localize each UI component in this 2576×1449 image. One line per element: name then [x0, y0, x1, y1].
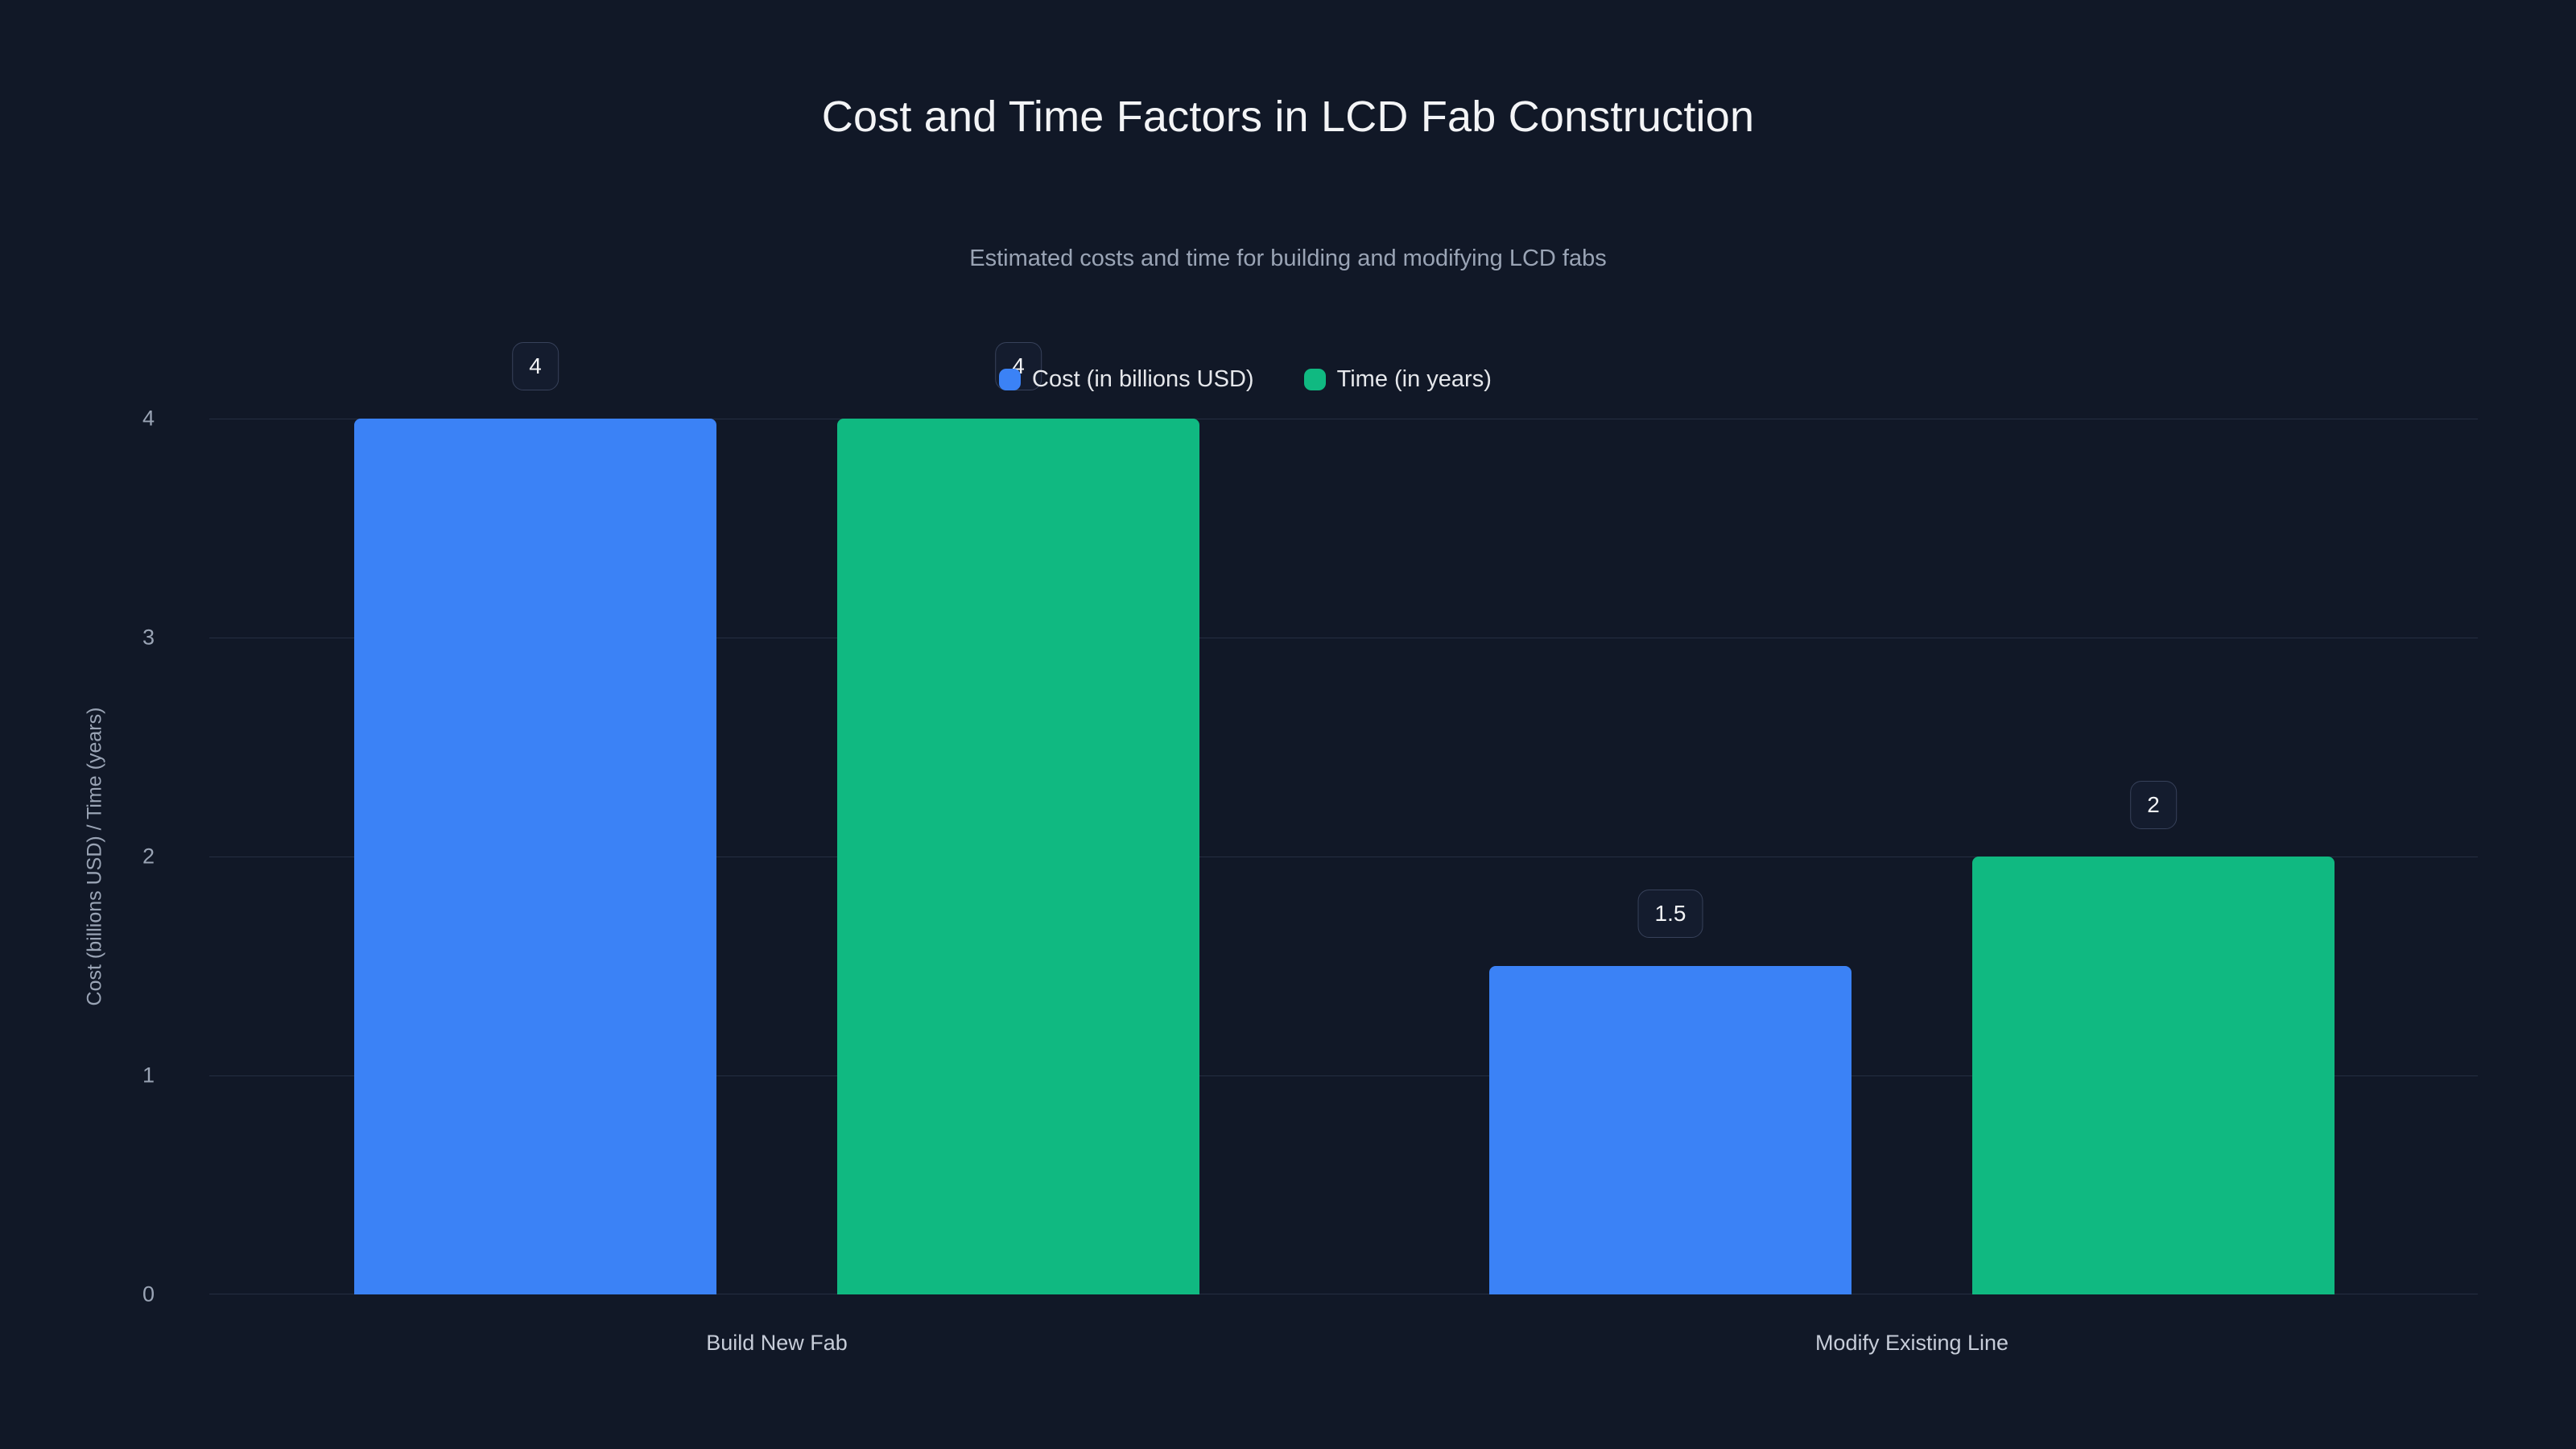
y-axis-tick-labels: 0 1 2 3 4	[0, 407, 177, 1307]
data-label-cost-build-new-fab: 4	[512, 342, 559, 390]
y-tick-4: 4	[142, 406, 155, 431]
gridline-1	[209, 1075, 2478, 1076]
y-tick-3: 3	[142, 625, 155, 650]
y-tick-1: 1	[142, 1063, 155, 1088]
legend-swatch-cost-icon	[999, 369, 1021, 390]
data-label-cost-modify-existing-line: 1.5	[1637, 890, 1703, 938]
x-category-label-build-new-fab: Build New Fab	[706, 1331, 848, 1355]
bar-time-build-new-fab[interactable]	[837, 419, 1199, 1294]
legend-swatch-time-icon	[1303, 369, 1326, 390]
plot-area	[209, 419, 2478, 1294]
legend-item-time[interactable]: Time (in years)	[1303, 366, 1492, 393]
legend-label-time: Time (in years)	[1336, 366, 1492, 392]
legend-label-cost: Cost (in billions USD)	[1032, 366, 1254, 392]
y-axis-title: Cost (billions USD) / Time (years)	[83, 707, 106, 1006]
bar-time-modify-existing-line[interactable]	[1972, 857, 2334, 1294]
y-tick-2: 2	[142, 844, 155, 869]
bar-cost-modify-existing-line[interactable]	[1489, 966, 1852, 1294]
chart-subtitle: Estimated costs and time for building an…	[969, 246, 1607, 271]
chart-legend: Cost (in billions USD) Time (in years)	[999, 366, 1492, 393]
chart-title: Cost and Time Factors in LCD Fab Constru…	[821, 93, 1755, 141]
data-label-time-modify-existing-line: 2	[2130, 781, 2177, 829]
x-category-label-modify-existing-line: Modify Existing Line	[1814, 1331, 2009, 1355]
legend-item-cost[interactable]: Cost (in billions USD)	[999, 366, 1254, 393]
bar-cost-build-new-fab[interactable]	[354, 419, 716, 1294]
y-tick-0: 0	[142, 1282, 155, 1307]
